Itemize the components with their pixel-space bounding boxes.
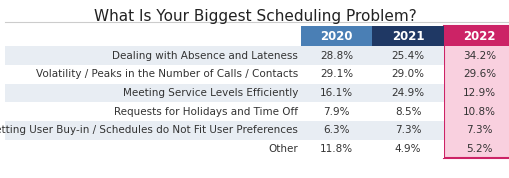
Text: Other: Other — [268, 144, 298, 154]
Text: 5.2%: 5.2% — [465, 144, 492, 154]
Text: 34.2%: 34.2% — [462, 51, 495, 61]
Bar — [5, 46, 443, 65]
Text: 11.8%: 11.8% — [320, 144, 352, 154]
Text: 29.6%: 29.6% — [462, 69, 495, 79]
Text: 7.3%: 7.3% — [465, 125, 492, 135]
Text: What Is Your Biggest Scheduling Problem?: What Is Your Biggest Scheduling Problem? — [94, 9, 415, 24]
Text: 2021: 2021 — [391, 30, 423, 43]
Text: 28.8%: 28.8% — [320, 51, 352, 61]
Text: 29.1%: 29.1% — [320, 69, 352, 79]
Bar — [300, 26, 372, 46]
Bar — [443, 26, 509, 46]
Bar — [5, 102, 443, 121]
Text: 7.3%: 7.3% — [394, 125, 420, 135]
Text: Requests for Holidays and Time Off: Requests for Holidays and Time Off — [114, 107, 298, 117]
Text: 29.0%: 29.0% — [391, 69, 423, 79]
Text: 12.9%: 12.9% — [462, 88, 495, 98]
Text: 25.4%: 25.4% — [391, 51, 423, 61]
Text: 24.9%: 24.9% — [391, 88, 423, 98]
Bar — [5, 140, 443, 158]
Text: 8.5%: 8.5% — [394, 107, 420, 117]
Text: 16.1%: 16.1% — [320, 88, 352, 98]
Bar — [443, 26, 509, 158]
Text: Getting User Buy-in / Schedules do Not Fit User Preferences: Getting User Buy-in / Schedules do Not F… — [0, 125, 298, 135]
Bar — [5, 84, 443, 102]
Bar — [5, 65, 443, 84]
Text: Volatility / Peaks in the Number of Calls / Contacts: Volatility / Peaks in the Number of Call… — [36, 69, 298, 79]
Text: Meeting Service Levels Efficiently: Meeting Service Levels Efficiently — [123, 88, 298, 98]
Text: 2020: 2020 — [320, 30, 352, 43]
Text: 2022: 2022 — [462, 30, 495, 43]
Bar — [372, 26, 443, 46]
Text: 10.8%: 10.8% — [462, 107, 495, 117]
Text: 4.9%: 4.9% — [394, 144, 420, 154]
Text: Dealing with Absence and Lateness: Dealing with Absence and Lateness — [112, 51, 298, 61]
Bar — [5, 121, 443, 140]
Text: 7.9%: 7.9% — [323, 107, 349, 117]
Text: 6.3%: 6.3% — [323, 125, 349, 135]
